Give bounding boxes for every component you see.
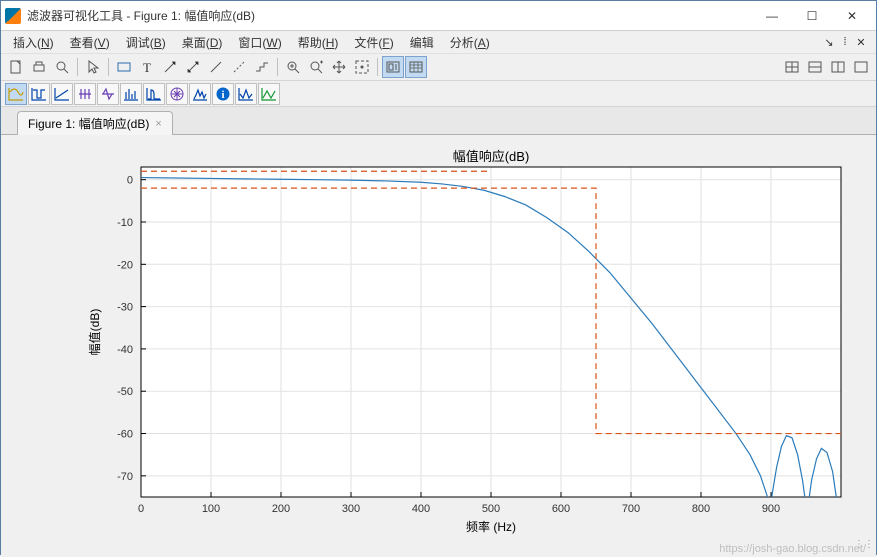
ytick-label: -40 bbox=[117, 344, 133, 356]
ytick-label: -50 bbox=[117, 386, 133, 398]
xtick-label: 300 bbox=[342, 503, 360, 515]
line2-icon[interactable] bbox=[182, 56, 204, 78]
response3-icon[interactable] bbox=[51, 83, 73, 105]
svg-text:i: i bbox=[221, 89, 224, 101]
line4-icon[interactable] bbox=[228, 56, 250, 78]
response6-icon[interactable] bbox=[120, 83, 142, 105]
zoom-in-icon[interactable] bbox=[282, 56, 304, 78]
chart-title: 幅值响应(dB) bbox=[453, 149, 530, 164]
response9-icon[interactable] bbox=[189, 83, 211, 105]
line3-icon[interactable] bbox=[205, 56, 227, 78]
stairs-icon[interactable] bbox=[251, 56, 273, 78]
ytick-label: -60 bbox=[117, 429, 133, 441]
line1-icon[interactable] bbox=[159, 56, 181, 78]
menu-item-5[interactable]: 帮助(H) bbox=[290, 32, 347, 53]
response1-icon[interactable] bbox=[5, 83, 27, 105]
xtick-label: 800 bbox=[692, 503, 710, 515]
window-title: 滤波器可视化工具 - Figure 1: 幅值响应(dB) bbox=[27, 7, 752, 24]
grid-toggle-icon[interactable] bbox=[405, 56, 427, 78]
pointer-icon[interactable] bbox=[82, 56, 104, 78]
chart-canvas: 0 100 200 300 400 500 600 700 800 900 -70 -60 -50 -40… bbox=[81, 147, 846, 545]
menu-item-3[interactable]: 桌面(D) bbox=[174, 32, 231, 53]
menubar-close-icon[interactable]: ✕ bbox=[854, 36, 868, 49]
xtick-label: 400 bbox=[412, 503, 430, 515]
xtick-label: 100 bbox=[202, 503, 220, 515]
ytick-label: -20 bbox=[117, 259, 133, 271]
dock-icon[interactable]: ↘ bbox=[822, 36, 836, 49]
new-doc-icon[interactable] bbox=[5, 56, 27, 78]
tabbar: Figure 1: 幅值响应(dB) × bbox=[1, 107, 876, 135]
menu-item-4[interactable]: 窗口(W) bbox=[230, 32, 289, 53]
maximize-button[interactable]: ☐ bbox=[792, 2, 832, 30]
toolbar-analysis: i bbox=[1, 81, 876, 107]
toolbar-main: T bbox=[1, 53, 876, 81]
response5-icon[interactable] bbox=[97, 83, 119, 105]
chart-svg: 0 100 200 300 400 500 600 700 800 900 -70 -60 -50 -40… bbox=[81, 147, 851, 545]
menu-item-7[interactable]: 编辑 bbox=[402, 32, 442, 53]
titlebar: 滤波器可视化工具 - Figure 1: 幅值响应(dB) — ☐ ✕ bbox=[1, 1, 876, 31]
response4-icon[interactable] bbox=[74, 83, 96, 105]
xtick-label: 600 bbox=[552, 503, 570, 515]
menu-item-6[interactable]: 文件(F) bbox=[346, 32, 401, 53]
split-2-icon[interactable] bbox=[804, 56, 826, 78]
window-controls: — ☐ ✕ bbox=[752, 2, 872, 30]
ytick-label: -30 bbox=[117, 302, 133, 314]
menubar: 插入(N)查看(V)调试(B)桌面(D)窗口(W)帮助(H)文件(F)编辑分析(… bbox=[1, 31, 876, 53]
ytick-label: -70 bbox=[117, 471, 133, 483]
split-1-icon[interactable] bbox=[781, 56, 803, 78]
xtick-label: 900 bbox=[762, 503, 780, 515]
rect-icon[interactable] bbox=[113, 56, 135, 78]
response7-icon[interactable] bbox=[143, 83, 165, 105]
app-icon bbox=[5, 8, 21, 24]
layout1-icon[interactable] bbox=[382, 56, 404, 78]
ytick-label: 0 bbox=[127, 175, 133, 187]
ytick-label: -10 bbox=[117, 217, 133, 229]
figure-tab-label: Figure 1: 幅值响应(dB) bbox=[28, 115, 149, 132]
y-axis-label: 幅值(dB) bbox=[87, 309, 102, 356]
pan-icon[interactable] bbox=[328, 56, 350, 78]
response10-icon[interactable] bbox=[235, 83, 257, 105]
tab-close-icon[interactable]: × bbox=[155, 118, 161, 130]
response8-icon[interactable] bbox=[166, 83, 188, 105]
figure-area: 0 100 200 300 400 500 600 700 800 900 -70 -60 -50 -40… bbox=[1, 135, 876, 557]
info-icon[interactable]: i bbox=[212, 83, 234, 105]
split-4-icon[interactable] bbox=[850, 56, 872, 78]
menu-item-1[interactable]: 查看(V) bbox=[62, 32, 118, 53]
minimize-button[interactable]: — bbox=[752, 2, 792, 30]
response11-icon[interactable] bbox=[258, 83, 280, 105]
menu-item-0[interactable]: 插入(N) bbox=[5, 32, 62, 53]
menubar-right-controls: ↘ ⁞ ✕ bbox=[822, 36, 872, 49]
zoom-tool-icon[interactable] bbox=[305, 56, 327, 78]
watermark: https://josh-gao.blog.csdn.net/ bbox=[719, 543, 866, 555]
close-button[interactable]: ✕ bbox=[832, 2, 872, 30]
split-3-icon[interactable] bbox=[827, 56, 849, 78]
xtick-label: 700 bbox=[622, 503, 640, 515]
text-tool-icon[interactable]: T bbox=[136, 56, 158, 78]
menu-sep-icon: ⁞ bbox=[838, 36, 852, 49]
resize-grip-icon: ⋮⋮ bbox=[854, 543, 874, 547]
xtick-label: 500 bbox=[482, 503, 500, 515]
menu-item-8[interactable]: 分析(A) bbox=[442, 32, 498, 53]
response2-icon[interactable] bbox=[28, 83, 50, 105]
print-icon[interactable] bbox=[28, 56, 50, 78]
xtick-label: 200 bbox=[272, 503, 290, 515]
target-icon[interactable] bbox=[351, 56, 373, 78]
svg-text:T: T bbox=[143, 60, 151, 75]
xtick-label: 0 bbox=[138, 503, 144, 515]
menu-item-2[interactable]: 调试(B) bbox=[118, 32, 174, 53]
find-icon[interactable] bbox=[51, 56, 73, 78]
figure-tab[interactable]: Figure 1: 幅值响应(dB) × bbox=[17, 111, 173, 135]
x-axis-label: 频率 (Hz) bbox=[466, 519, 516, 534]
